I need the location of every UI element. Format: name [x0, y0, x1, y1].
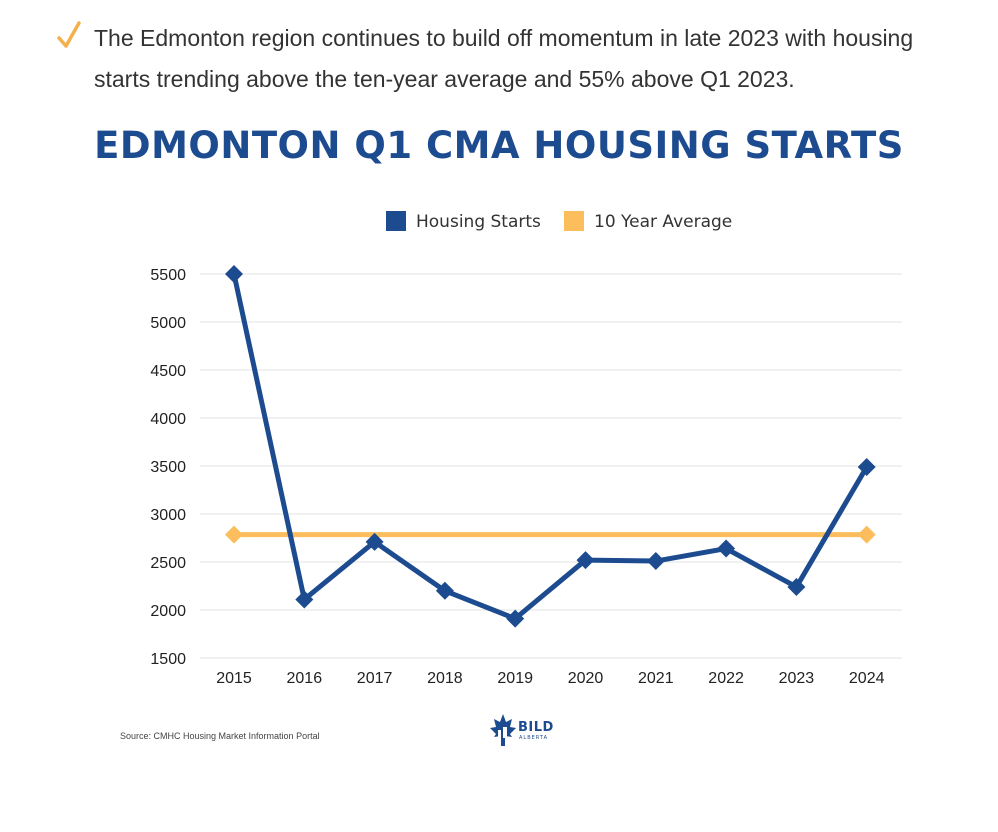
data-point — [225, 525, 243, 544]
data-point — [435, 581, 454, 600]
y-tick-label: 1500 — [150, 651, 186, 668]
y-tick-label: 2500 — [150, 555, 186, 572]
x-tick-label: 2022 — [708, 670, 744, 687]
x-tick-label: 2020 — [568, 670, 604, 687]
y-tick-label: 2000 — [150, 603, 186, 620]
intro-text: The Edmonton region continues to build o… — [94, 25, 914, 92]
data-point — [857, 525, 876, 544]
y-tick-label: 5000 — [150, 315, 186, 332]
y-tick-label: 3500 — [150, 459, 186, 476]
x-tick-label: 2017 — [357, 670, 393, 687]
maple-leaf-icon — [490, 714, 516, 746]
data-point — [225, 265, 243, 283]
x-tick-label: 2016 — [287, 670, 323, 687]
bild-logo: BILD ALBERTA — [488, 710, 588, 750]
check-icon — [57, 21, 81, 48]
logo-subtext: ALBERTA — [519, 735, 548, 741]
data-point — [295, 590, 314, 609]
data-point — [506, 609, 525, 628]
data-point — [365, 532, 384, 551]
source-note: Source: CMHC Housing Market Information … — [120, 731, 320, 741]
x-tick-label: 2023 — [779, 670, 815, 687]
y-tick-label: 3000 — [150, 507, 186, 524]
legend-swatch — [564, 211, 584, 231]
logo-text: BILD — [518, 720, 554, 735]
x-tick-label: 2021 — [638, 670, 674, 687]
x-tick-label: 2015 — [216, 670, 252, 687]
data-point — [787, 577, 806, 596]
chart-title: EDMONTON Q1 CMA HOUSING STARTS — [94, 124, 904, 167]
y-tick-label: 4500 — [150, 363, 186, 380]
y-tick-label: 4000 — [150, 411, 186, 428]
y-tick-label: 5500 — [150, 267, 186, 284]
series-line — [231, 273, 869, 622]
legend-swatch — [386, 211, 406, 231]
data-point — [576, 551, 595, 570]
data-point — [717, 539, 736, 558]
legend-label: 10 Year Average — [594, 212, 732, 232]
x-tick-label: 2018 — [427, 670, 463, 687]
x-tick-label: 2019 — [497, 670, 533, 687]
data-point — [646, 552, 665, 571]
data-point — [857, 457, 876, 476]
x-tick-label: 2024 — [849, 670, 885, 687]
legend-label: Housing Starts — [416, 212, 541, 232]
